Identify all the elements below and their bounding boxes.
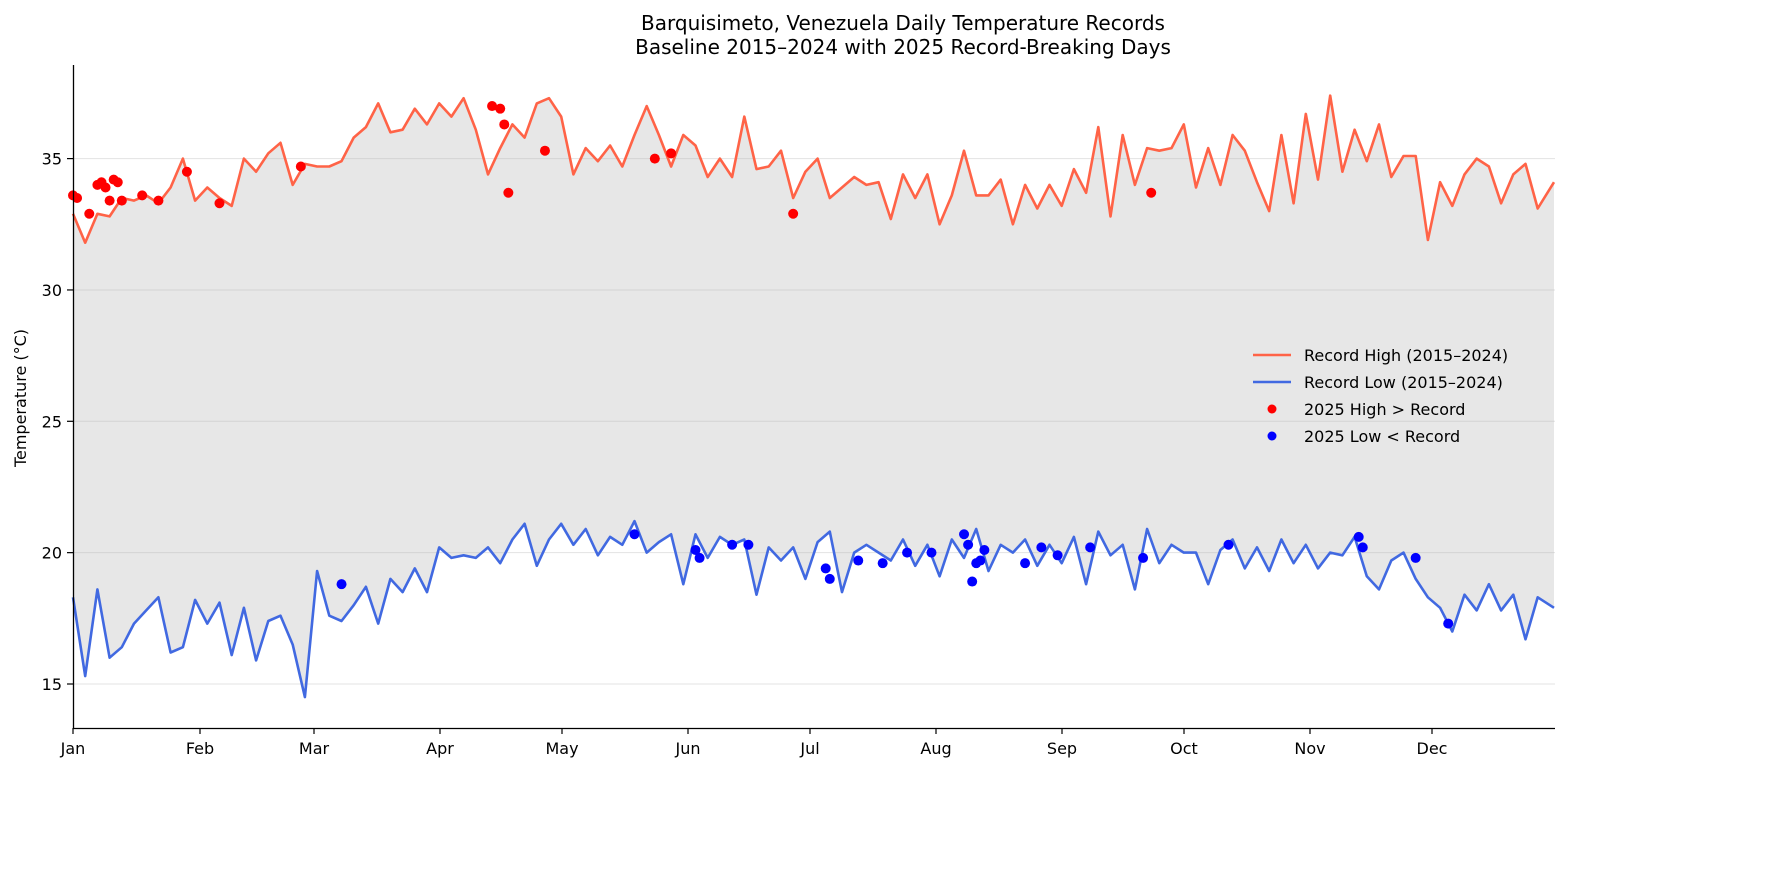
record-marker [1036,542,1047,553]
record-high-line [71,94,1556,244]
y-axis-label: Temperature (°C) [11,329,30,468]
record-marker [902,547,913,558]
record-marker [1353,531,1364,542]
x-tick-label: May [545,739,578,758]
y-tick-label: 15 [42,675,62,694]
x-tick-label: Apr [426,739,454,758]
record-marker [153,195,164,206]
record-marker [104,195,115,206]
record-marker [487,101,498,112]
record-marker [100,182,111,193]
record-marker [788,208,799,219]
y-tick-label: 25 [42,412,62,431]
y-tick-label: 35 [42,150,62,169]
chart-subtitle: Baseline 2015–2024 with 2025 Record-Brea… [635,35,1171,59]
x-tick-label: Jan [60,739,86,758]
record-marker [503,187,514,198]
x-tick-label: Dec [1417,739,1448,758]
record-marker [1052,550,1063,561]
legend-label: 2025 Low < Record [1304,427,1460,446]
record-marker [1085,542,1096,553]
x-tick-label: Jun [675,739,701,758]
x-tick-label: Oct [1170,739,1198,758]
record-marker [820,563,831,574]
record-marker [727,539,738,550]
y-axis-ticks: 15 20 25 30 35 [42,150,73,694]
record-marker [137,190,148,201]
record-marker [877,558,888,569]
record-marker [959,529,970,540]
record-marker [116,195,127,206]
record-high-markers [68,101,1157,219]
x-tick-label: Feb [186,739,214,758]
record-range-band [73,95,1554,698]
record-marker [690,545,701,556]
plot-area [68,94,1556,699]
y-tick-label: 30 [42,281,62,300]
x-tick-label: Aug [920,739,951,758]
marker-dot-icon [1267,404,1277,414]
record-marker [975,555,986,566]
record-marker [112,177,123,188]
record-marker [214,198,225,209]
record-marker [824,573,835,584]
record-marker [1020,558,1031,569]
legend-label: Record Low (2015–2024) [1304,373,1503,392]
record-marker [1138,552,1149,563]
record-marker [336,579,347,590]
record-marker [963,539,974,550]
record-marker [967,576,978,587]
x-tick-label: Sep [1047,739,1077,758]
record-marker [853,555,864,566]
marker-dot-icon [1267,431,1277,441]
y-tick-label: 20 [42,544,62,563]
legend-label: Record High (2015–2024) [1304,346,1508,365]
chart-title: Barquisimeto, Venezuela Daily Temperatur… [641,11,1165,35]
record-marker [1443,618,1454,629]
record-marker [72,193,83,204]
legend-label: 2025 High > Record [1304,400,1465,419]
record-marker [1146,187,1157,198]
record-marker [649,153,660,164]
record-marker [1357,542,1368,553]
record-marker [495,103,506,114]
legend-item-record-high: Record High (2015–2024) [1253,346,1508,365]
record-low-markers [336,529,1454,629]
x-tick-label: Jul [799,739,819,758]
record-marker [629,529,640,540]
legend: Record High (2015–2024) Record Low (2015… [1253,346,1508,446]
record-marker [743,539,754,550]
record-marker [694,552,705,563]
record-marker [295,161,306,172]
x-tick-label: Mar [299,739,330,758]
record-marker [84,208,95,219]
legend-item-record-low: Record Low (2015–2024) [1253,373,1503,392]
legend-item-2025-low: 2025 Low < Record [1267,427,1460,446]
x-tick-label: Nov [1294,739,1325,758]
record-marker [499,119,510,130]
record-marker [1410,552,1421,563]
record-marker [666,148,677,159]
record-marker [979,545,990,556]
record-marker [926,547,937,558]
record-marker [1223,539,1234,550]
record-marker [181,166,192,177]
y-gridlines [73,158,1555,685]
record-marker [539,145,550,156]
record-low-line [71,519,1555,699]
x-axis-ticks: Jan Feb Mar Apr May Jun Jul Aug Sep Oct Nov Dec [60,728,1448,758]
legend-item-2025-high: 2025 High > Record [1267,400,1465,419]
